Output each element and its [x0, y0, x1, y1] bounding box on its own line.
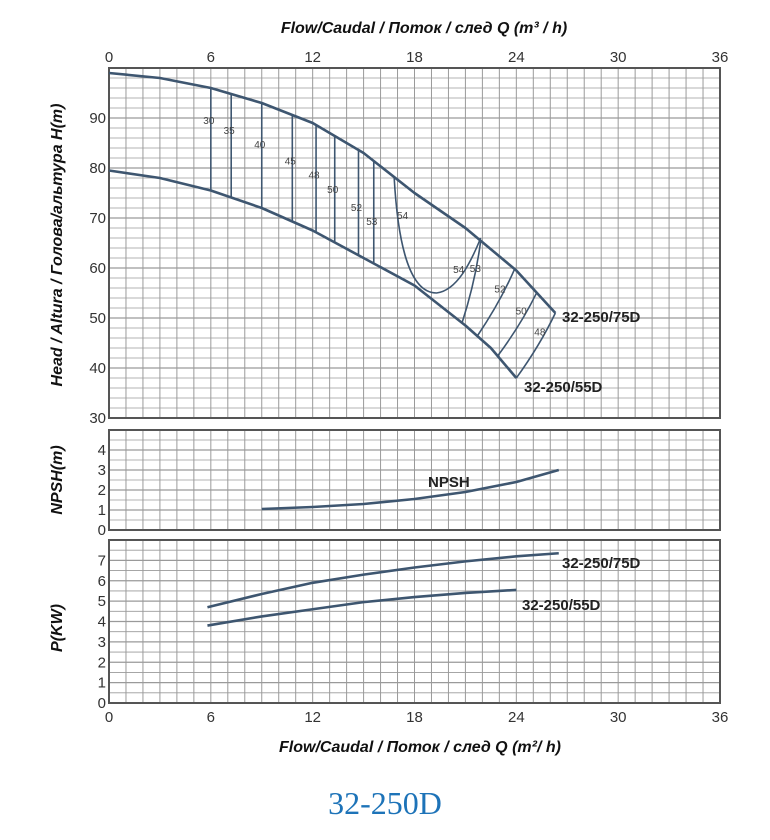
- efficiency-label: 48: [534, 328, 546, 339]
- x-tick-bottom: 36: [712, 709, 729, 726]
- efficiency-label: 30: [203, 116, 215, 127]
- power-y-tick: 1: [98, 675, 106, 692]
- efficiency-label: 52: [494, 285, 506, 296]
- curves: [108, 71, 560, 627]
- efficiency-line: [497, 292, 538, 357]
- power-y-tick: 3: [98, 634, 106, 651]
- efficiency-label: 45: [285, 156, 297, 167]
- power-y-tick: 2: [98, 654, 106, 671]
- x-tick-bottom: 0: [105, 709, 113, 726]
- head-y-tick: 80: [89, 160, 106, 177]
- head-series-32-250-55d: [108, 169, 518, 379]
- model-title: 32-250D: [328, 785, 442, 821]
- head-y-tick: 90: [89, 110, 106, 127]
- x-tick-top: 12: [304, 49, 321, 66]
- efficiency-label: 50: [516, 306, 528, 317]
- head-y-tick: 30: [89, 410, 106, 427]
- head-y-tick: 60: [89, 260, 106, 277]
- head-y-tick: 70: [89, 210, 106, 227]
- power-y-tick: 7: [98, 552, 106, 569]
- x-tick-top: 0: [105, 49, 113, 66]
- efficiency-line: [476, 268, 516, 337]
- efficiency-label: 54: [397, 211, 409, 222]
- head-y-tick: 40: [89, 360, 106, 377]
- head-frame: [108, 67, 721, 419]
- efficiency-label: 54: [453, 265, 465, 276]
- efficiency-label: 50: [327, 185, 339, 196]
- power-label-75d: 32-250/75D: [562, 555, 641, 572]
- x-tick-bottom: 6: [207, 709, 215, 726]
- npsh-y-tick: 4: [98, 442, 106, 459]
- x-tick-top: 6: [207, 49, 215, 66]
- series-label-75d: 32-250/75D: [562, 309, 641, 326]
- x-axis-title-bottom: Flow/Caudal / Поток / след Q (m²/ h): [279, 739, 561, 756]
- efficiency-line-54: [393, 176, 482, 294]
- power-series-32-250-75d: [207, 551, 559, 609]
- x-tick-bottom: 18: [406, 709, 423, 726]
- npsh-y-tick: 0: [98, 522, 106, 539]
- x-tick-top: 30: [610, 49, 627, 66]
- efficiency-line: [461, 240, 482, 324]
- efficiency-label: 52: [351, 203, 363, 214]
- efficiency-label: 48: [308, 171, 320, 182]
- x-tick-top: 18: [406, 49, 423, 66]
- npsh-y-tick: 1: [98, 502, 106, 519]
- labels: Flow/Caudal / Поток / след Q (m³ / h) Fl…: [49, 20, 728, 756]
- npsh-frame: [108, 429, 721, 531]
- head-axis-title: Head / Altura / Голова/альтура H(m): [49, 104, 66, 387]
- efficiency-label: 53: [470, 264, 482, 275]
- npsh-y-tick: 2: [98, 482, 106, 499]
- series-label-55d: 32-250/55D: [524, 379, 603, 396]
- efficiency-line: [515, 312, 557, 379]
- head-series-32-250-75d: [108, 71, 557, 314]
- npsh-axis-title: NPSH(m): [49, 445, 66, 514]
- series-label-npsh: NPSH: [428, 474, 470, 491]
- head-y-tick: 50: [89, 310, 106, 327]
- x-axis-title-top: Flow/Caudal / Поток / след Q (m³ / h): [281, 20, 567, 37]
- power-label-55d: 32-250/55D: [522, 597, 601, 614]
- x-tick-bottom: 24: [508, 709, 525, 726]
- power-frame: [108, 539, 721, 704]
- power-y-tick: 0: [98, 695, 106, 712]
- power-y-tick: 4: [98, 614, 106, 631]
- npsh-series-npsh: [261, 468, 560, 511]
- x-tick-top: 24: [508, 49, 525, 66]
- efficiency-label: 53: [366, 217, 378, 228]
- power-y-tick: 5: [98, 593, 106, 610]
- x-tick-bottom: 30: [610, 709, 627, 726]
- efficiency-label: 40: [254, 140, 266, 151]
- x-tick-bottom: 12: [304, 709, 321, 726]
- npsh-y-tick: 3: [98, 462, 106, 479]
- power-axis-title: P(KW): [49, 604, 66, 652]
- power-series-32-250-55d: [207, 588, 517, 627]
- grid: [108, 67, 721, 704]
- x-tick-top: 36: [712, 49, 729, 66]
- power-y-tick: 6: [98, 573, 106, 590]
- efficiency-label: 35: [224, 126, 236, 137]
